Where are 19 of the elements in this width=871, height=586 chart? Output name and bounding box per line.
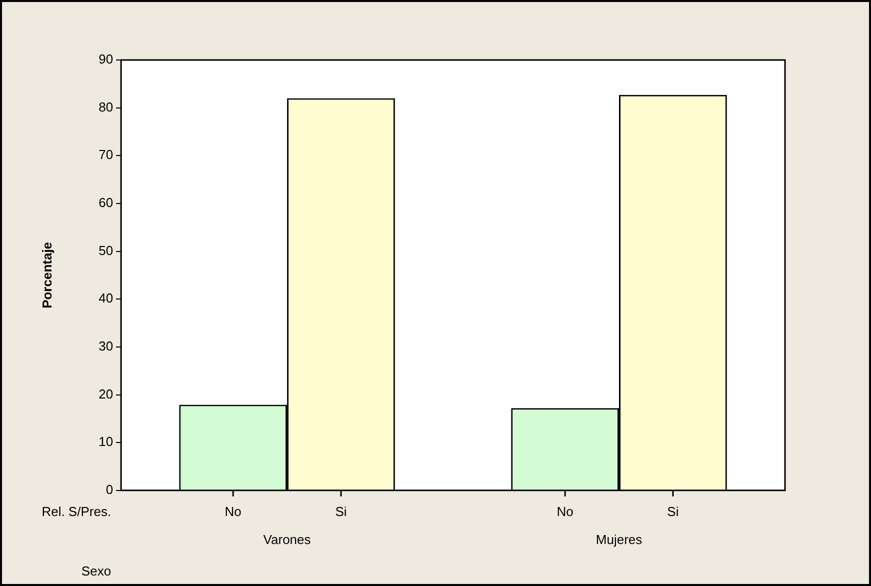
y-tick-label: 20 bbox=[98, 386, 114, 402]
text: Si bbox=[667, 504, 679, 519]
y-tick-label: 60 bbox=[98, 195, 114, 210]
y-tick-label: 50 bbox=[98, 242, 114, 258]
x-tick-label: Varones bbox=[263, 532, 312, 547]
y-tick-label: 40 bbox=[98, 290, 114, 306]
y-tick-label: 80 bbox=[98, 99, 114, 114]
series-label: No bbox=[224, 504, 242, 519]
y-tick-label: 10 bbox=[98, 434, 114, 450]
y-tick-label: 90 bbox=[98, 52, 114, 67]
text: Sexo bbox=[81, 564, 112, 579]
series-label: Si bbox=[335, 504, 347, 519]
text: No bbox=[556, 504, 574, 519]
y-tick-label: 70 bbox=[98, 147, 114, 162]
y-tick-label: 30 bbox=[98, 338, 114, 354]
y-tick-label: 0 bbox=[106, 482, 114, 497]
text: Rel. S/Pres. bbox=[42, 504, 112, 519]
x-tick-label: Mujeres bbox=[596, 532, 643, 547]
y-axis-title: Porcentaje bbox=[39, 242, 54, 308]
